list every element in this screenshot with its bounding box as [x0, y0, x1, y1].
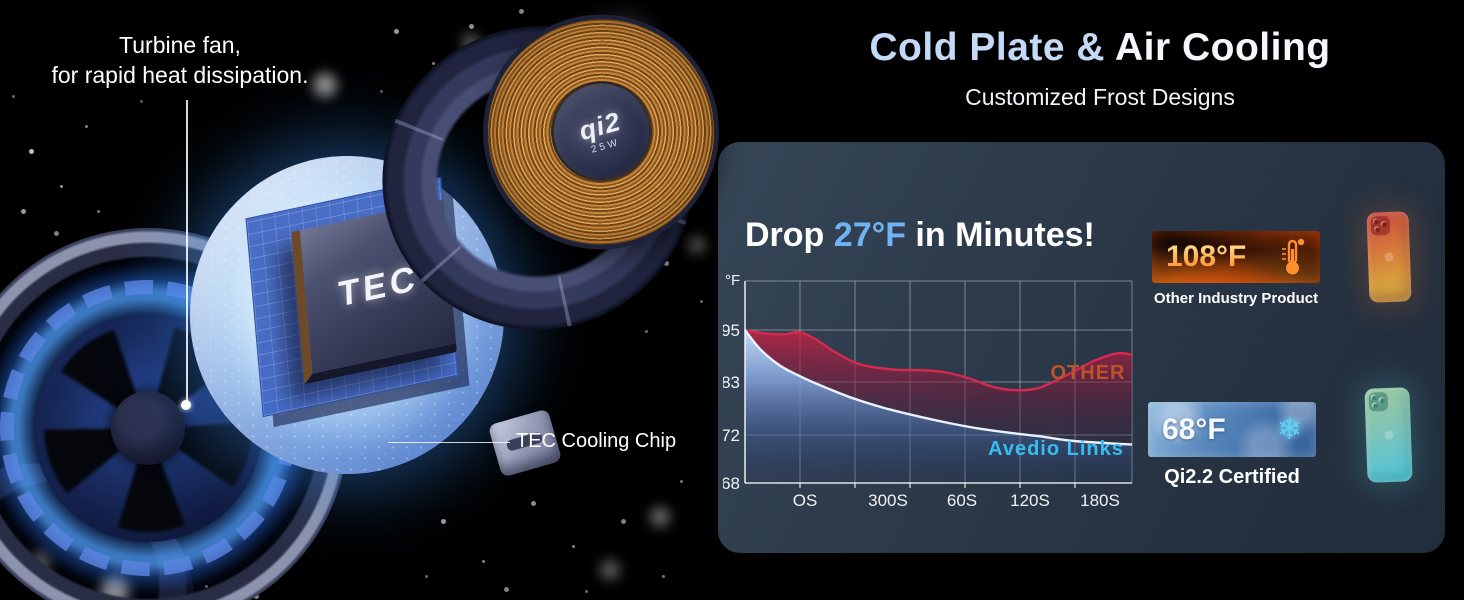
- turbine-callout-dot: [181, 400, 191, 410]
- temperature-chart: OTHER Avedio Links 95 83 72 68 °F OS 300S 60S 120S…: [721, 265, 1155, 517]
- svg-text:68: 68: [723, 474, 740, 493]
- page-subtitle: Customized Frost Designs: [965, 84, 1235, 110]
- hot-phone-image: [1366, 211, 1412, 303]
- cold-temperature-badge: 68°F ❄: [1148, 402, 1316, 457]
- tec-callout-text: TEC Cooling Chip: [516, 430, 677, 452]
- cold-phone-image: [1364, 387, 1413, 483]
- phone-logo: [1383, 430, 1394, 440]
- svg-text:°F: °F: [725, 272, 740, 289]
- background-glow-specks: [0, 0, 10, 10]
- phone-camera-module: [1370, 215, 1391, 236]
- thermometer-icon: [1282, 238, 1305, 275]
- hot-temperature-value: 108°F: [1166, 240, 1247, 273]
- coil-center-disc: qi2 25W: [542, 73, 660, 191]
- svg-text:180S: 180S: [1080, 491, 1120, 510]
- headline-post: in Minutes!: [905, 216, 1095, 254]
- phone-logo: [1384, 252, 1394, 262]
- headline-temp-drop: 27°F: [833, 216, 906, 254]
- cooling-info-panel: Drop 27°F in Minutes! OTHER Avedio Links 9…: [718, 142, 1445, 553]
- svg-text:Avedio Links: Avedio Links: [988, 438, 1124, 460]
- page-title: Cold Plate & Air Cooling: [740, 26, 1460, 70]
- headline-pre: Drop: [745, 216, 834, 254]
- hot-badge-caption: Other Industry Product: [1153, 290, 1319, 307]
- svg-text:300S: 300S: [868, 491, 908, 510]
- camera-lens: [1380, 221, 1387, 228]
- camera-lens: [1373, 226, 1381, 233]
- phone-camera-module: [1368, 392, 1389, 412]
- hot-temperature-badge: 108°F: [1152, 231, 1320, 283]
- svg-text:OTHER: OTHER: [1051, 362, 1126, 384]
- title-rest-part: Air Cooling: [1114, 26, 1331, 69]
- camera-lens: [1371, 402, 1379, 409]
- cold-temperature-value: 68°F: [1162, 412, 1226, 446]
- turbine-callout-text: Turbine fan, for rapid heat dissipation.: [20, 30, 340, 91]
- camera-lens: [1378, 397, 1385, 404]
- tec-callout-line: [388, 442, 510, 443]
- fan-hub: [111, 391, 185, 465]
- camera-lens: [1372, 218, 1379, 225]
- tec-chip-text: TEC: [337, 257, 419, 315]
- panel-headline: Drop 27°F in Minutes!: [745, 216, 1095, 255]
- svg-text:120S: 120S: [1010, 491, 1050, 510]
- svg-text:95: 95: [723, 321, 740, 340]
- camera-lens: [1370, 394, 1377, 401]
- title-accent-part: Cold Plate &: [869, 26, 1115, 69]
- snowflake-icon: ❄: [1276, 413, 1302, 446]
- turbine-callout-line1: Turbine fan,: [119, 32, 241, 58]
- turbine-callout-line: [186, 100, 188, 402]
- turbine-callout-line2: for rapid heat dissipation.: [51, 62, 309, 89]
- svg-text:OS: OS: [793, 491, 818, 510]
- svg-text:83: 83: [723, 373, 740, 392]
- svg-text:72: 72: [723, 426, 740, 445]
- svg-text:60S: 60S: [947, 491, 977, 510]
- cold-badge-caption: Qi2.2 Certified: [1164, 466, 1300, 488]
